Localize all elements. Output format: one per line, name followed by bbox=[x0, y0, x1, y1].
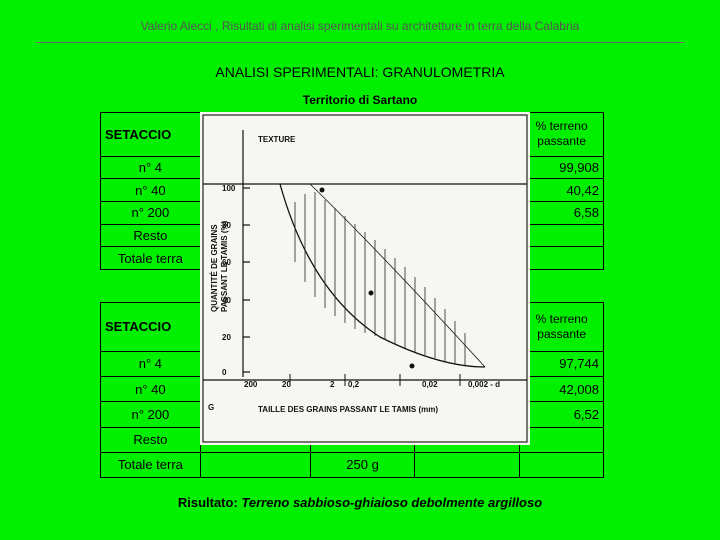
cell: 6,58 bbox=[519, 201, 604, 225]
image-title: TEXTURE bbox=[258, 135, 296, 144]
image-y-tick: 60 bbox=[222, 258, 231, 267]
image-corner: G bbox=[208, 403, 214, 412]
image-y-label: PASSANT LE TAMIS (%) bbox=[220, 220, 229, 312]
cell: Totale terra bbox=[100, 246, 201, 270]
cell: 250 g bbox=[309, 451, 416, 479]
result: Risultato: Terreno sabbioso-ghiaioso deb… bbox=[0, 495, 720, 510]
image-x-label: TAILLE DES GRAINS PASSANT LE TAMIS (mm) bbox=[258, 405, 438, 414]
cell: 6,52 bbox=[519, 401, 604, 428]
point bbox=[409, 363, 415, 369]
cell: Resto bbox=[100, 426, 201, 453]
point bbox=[319, 187, 325, 193]
cell: n° 40 bbox=[100, 178, 201, 203]
cell bbox=[199, 451, 311, 479]
cell bbox=[519, 451, 604, 479]
cell: n° 40 bbox=[100, 376, 201, 403]
cell: n° 4 bbox=[100, 350, 201, 378]
image-x-tick: 0,2 bbox=[348, 380, 360, 389]
result-label: Risultato: bbox=[177, 495, 238, 510]
image-y-tick: 80 bbox=[222, 221, 231, 230]
x-ticks bbox=[289, 374, 461, 386]
texture-image: TEXTURE QUANTITÉ DE GRAINS PASSANT LE TA… bbox=[200, 112, 530, 445]
image-y-label: QUANTITÉ DE GRAINS bbox=[210, 224, 219, 312]
image-y-tick: 0 bbox=[222, 368, 227, 377]
image-x-tick: 20 bbox=[282, 380, 291, 389]
header-cell: SETACCIO bbox=[100, 112, 201, 157]
image-x-tick: 2 bbox=[330, 380, 335, 389]
header-rule bbox=[36, 42, 684, 43]
cell: 40,42 bbox=[519, 178, 604, 203]
image-y-tick: 40 bbox=[222, 296, 231, 305]
image-x-tick: 0,002 - d bbox=[468, 380, 500, 389]
cell bbox=[519, 246, 604, 270]
image-x-tick: 0,02 bbox=[422, 380, 438, 389]
image-x-tick: 200 bbox=[244, 380, 258, 389]
cell: n° 200 bbox=[100, 201, 201, 225]
header-cell: SETACCIO bbox=[100, 302, 201, 352]
cell: n° 4 bbox=[100, 155, 201, 180]
row: Totale terra 250 g bbox=[100, 451, 604, 479]
cell: 99,908 bbox=[519, 155, 604, 180]
title: ANALISI SPERIMENTALI: GRANULOMETRIA bbox=[215, 64, 505, 80]
cell bbox=[519, 426, 604, 453]
hatching bbox=[294, 192, 466, 365]
result-text: Terreno sabbioso-ghiaioso debolmente arg… bbox=[241, 495, 543, 510]
cell: 97,744 bbox=[519, 350, 604, 378]
cell: Totale terra bbox=[100, 451, 201, 479]
cell: 42,008 bbox=[519, 376, 604, 403]
header: Valerio Alecci , Risultati di analisi sp… bbox=[140, 19, 580, 33]
header-cell: % terreno passante bbox=[519, 112, 604, 157]
header-cell: % terreno passante bbox=[519, 302, 604, 352]
point bbox=[368, 290, 374, 296]
image-y-tick: 20 bbox=[222, 333, 231, 342]
cell bbox=[519, 223, 604, 248]
image-frame bbox=[202, 114, 528, 443]
subtitle: Territorio di Sartano bbox=[302, 93, 418, 107]
cell: Resto bbox=[100, 223, 201, 248]
y-ticks bbox=[243, 187, 250, 373]
image-y-tick: 100 bbox=[222, 184, 236, 193]
curve-upper bbox=[309, 183, 486, 368]
cell: n° 200 bbox=[100, 401, 201, 428]
cell bbox=[414, 451, 521, 479]
